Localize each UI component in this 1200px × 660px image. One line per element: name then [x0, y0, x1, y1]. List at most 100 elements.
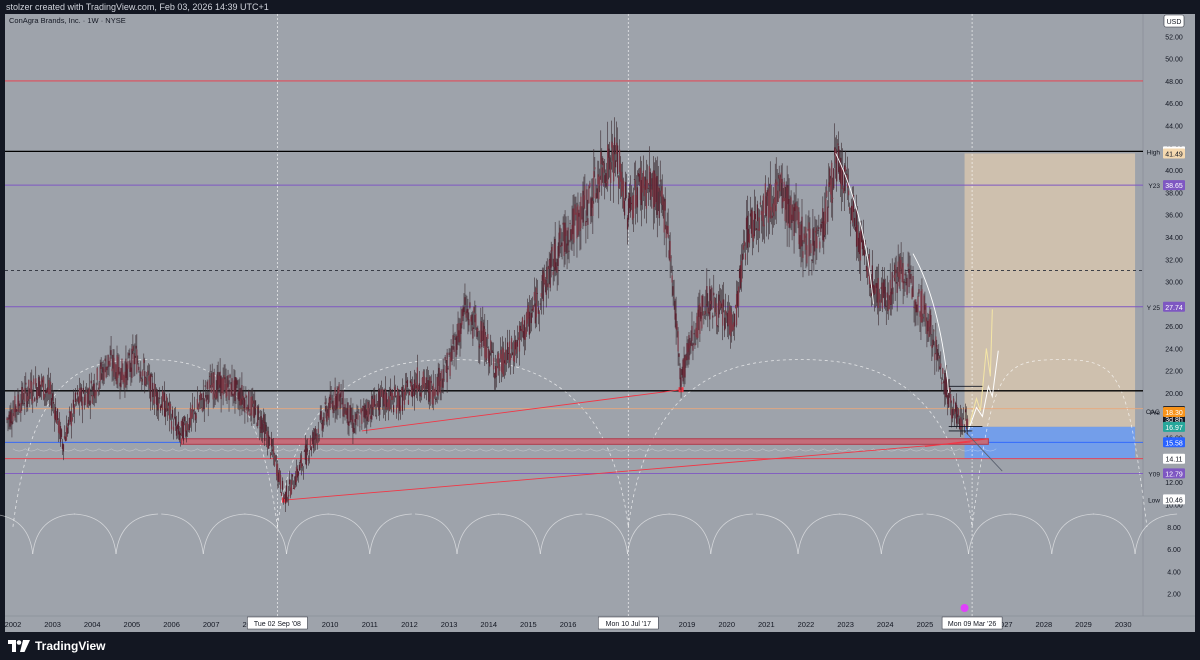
price-axis[interactable] — [1143, 14, 1195, 616]
support-zone — [180, 438, 989, 445]
candle-body — [858, 232, 861, 255]
candle-body — [694, 343, 696, 346]
candle-body — [508, 341, 511, 363]
candle-body — [188, 418, 190, 431]
candle-body — [564, 222, 566, 252]
candle-body — [363, 406, 365, 418]
brand[interactable]: TradingView — [8, 639, 105, 653]
candle-body — [477, 328, 479, 332]
candle-body — [85, 389, 87, 392]
candle-body — [133, 353, 135, 365]
candle-body — [376, 403, 378, 408]
candle-body — [571, 224, 573, 240]
candle-body — [790, 197, 792, 220]
candle-body — [185, 430, 188, 437]
candle-body — [75, 400, 77, 401]
cycle-arc-small-left — [161, 513, 204, 555]
candle-body — [845, 166, 847, 172]
candle-body — [109, 357, 111, 366]
cycle-arc-small-right — [880, 513, 924, 555]
plot-area[interactable] — [5, 14, 1143, 616]
candle-body — [681, 368, 683, 375]
candle-body — [488, 349, 490, 363]
time-marker-label-bg — [247, 616, 308, 630]
candle-body — [719, 300, 721, 310]
candle-body — [430, 381, 432, 383]
candle-body — [461, 309, 463, 325]
candle-body — [115, 372, 117, 381]
price-axis-tick-label: 22.00 — [1165, 369, 1183, 376]
candle-body — [127, 361, 129, 369]
candle-body — [931, 345, 933, 349]
candle-body — [541, 275, 543, 281]
candle-body — [160, 405, 162, 411]
candle-body — [499, 366, 501, 371]
price-chart[interactable]: 52.0050.0048.0046.0044.0042.0040.0038.00… — [0, 14, 1200, 632]
candle-body — [240, 398, 242, 406]
candle-body — [493, 357, 495, 370]
candle-body — [455, 337, 457, 357]
chart-title: ConAgra Brands, Inc. · 1W · NYSE — [9, 16, 126, 25]
candle-body — [661, 186, 663, 205]
chart-pane[interactable]: 52.0050.0048.0046.0044.0042.0040.0038.00… — [0, 14, 1200, 632]
candle-body — [280, 492, 283, 496]
candle-body — [42, 380, 44, 383]
candle-body — [406, 379, 409, 388]
candle-body — [585, 220, 587, 226]
candle-body — [746, 215, 749, 248]
candle-body — [914, 299, 916, 309]
candle-body — [530, 312, 532, 324]
cycle-arc-mini — [86, 448, 100, 452]
candle-body — [725, 310, 727, 315]
candle-body — [752, 234, 755, 242]
candle-body — [120, 368, 122, 388]
candle-body — [875, 283, 877, 289]
candle-body — [556, 266, 558, 273]
candle-body — [304, 445, 306, 460]
candle-body — [148, 376, 150, 382]
candle-body — [517, 337, 520, 340]
candle-body — [64, 436, 67, 442]
candle-body — [933, 330, 935, 332]
candle-body — [100, 362, 102, 369]
candle-body — [401, 386, 404, 411]
cycle-arc-mini — [615, 448, 628, 452]
candle-body — [562, 222, 564, 225]
time-axis-tick-label: 2002 — [5, 620, 22, 629]
candle-body — [688, 335, 690, 360]
candle-body — [946, 376, 948, 398]
candle-body — [53, 410, 56, 419]
candle-body — [904, 273, 906, 276]
candle-body — [268, 435, 270, 449]
candle-body — [448, 352, 450, 355]
candle-body — [181, 418, 184, 439]
candle-body — [784, 197, 786, 222]
candle-body — [278, 469, 281, 482]
candle-body — [891, 271, 893, 295]
candle-body — [814, 230, 816, 233]
candle-body — [28, 379, 30, 399]
candle-body — [751, 211, 754, 238]
currency-button[interactable]: USD — [1163, 14, 1185, 28]
candle-body — [88, 387, 90, 394]
candle-body — [599, 175, 601, 186]
candle-body — [473, 307, 475, 313]
candle-body — [460, 323, 462, 334]
candle-body — [372, 398, 374, 408]
candle-body — [454, 336, 456, 337]
candle-body — [856, 225, 859, 246]
candle-body — [640, 180, 643, 206]
candle-body — [411, 385, 414, 398]
candle-body — [675, 313, 677, 330]
candle-body — [561, 242, 563, 247]
candle-body — [195, 415, 197, 419]
candle-body — [86, 393, 88, 408]
candle-body — [755, 228, 757, 230]
candle-body — [753, 211, 756, 237]
candle-body — [507, 353, 510, 354]
candle-body — [637, 173, 640, 177]
candle-body — [762, 195, 764, 227]
cycle-arc-mini — [369, 448, 382, 452]
candle-body — [798, 211, 800, 245]
candle-body — [165, 396, 168, 410]
